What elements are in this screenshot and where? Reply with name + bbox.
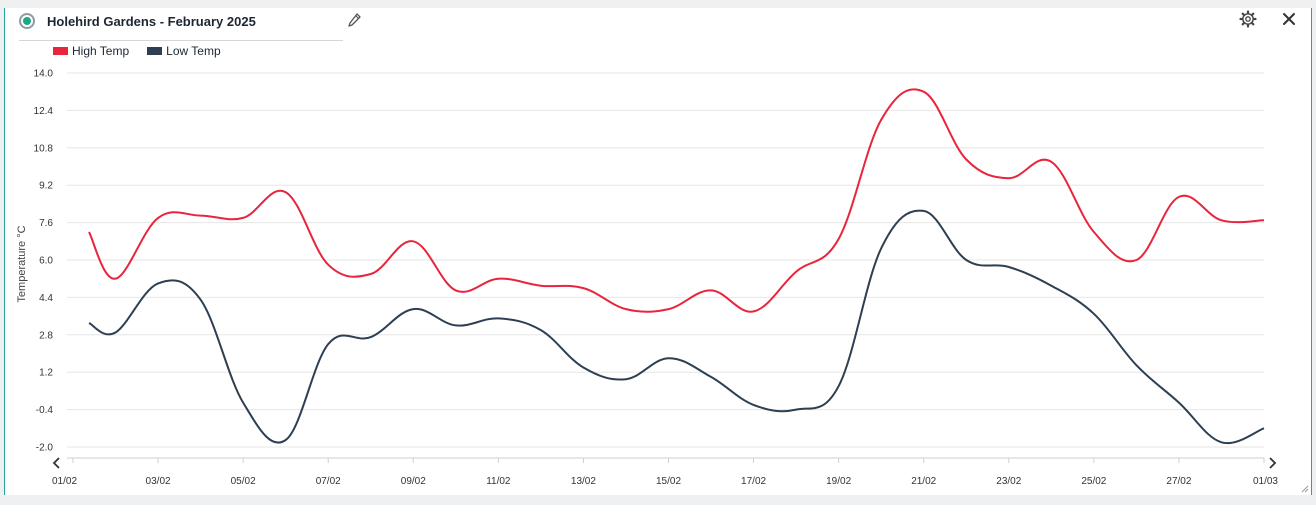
resize-grip-icon[interactable] — [1301, 485, 1309, 493]
close-icon[interactable] — [1280, 10, 1298, 28]
x-tick-label: 01/03 — [1253, 476, 1278, 487]
y-tick-label: 12.4 — [34, 106, 54, 117]
y-tick-label: 9.2 — [39, 181, 53, 192]
y-tick-label: -2.0 — [36, 443, 54, 454]
chart-legend: High Temp Low Temp — [53, 43, 239, 59]
x-tick-label: 25/02 — [1081, 476, 1106, 487]
x-tick-label: 01/02 — [52, 476, 77, 487]
x-tick-label: 09/02 — [401, 476, 426, 487]
y-tick-label: 4.4 — [39, 293, 53, 304]
x-tick-label: 03/02 — [146, 476, 171, 487]
low-temp-series-line — [88, 209, 1265, 445]
y-tick-label: 14.0 — [34, 69, 54, 80]
y-tick-label: 7.6 — [39, 218, 53, 229]
page-title: Holehird Gardens - February 2025 — [47, 14, 256, 29]
status-indicator-icon[interactable] — [19, 13, 35, 29]
chevron-left-icon[interactable] — [52, 457, 60, 469]
y-tick-label: -0.4 — [36, 405, 54, 416]
legend-swatch-low — [147, 47, 163, 55]
x-tick-label: 19/02 — [826, 476, 851, 487]
y-tick-label: 6.0 — [39, 256, 53, 267]
legend-label-low: Low Temp — [166, 44, 221, 58]
x-tick-label: 23/02 — [996, 476, 1021, 487]
legend-label-high: High Temp — [72, 44, 130, 58]
y-tick-label: 1.2 — [39, 368, 53, 379]
high-temp-series-line — [88, 88, 1265, 313]
x-tick-label: 11/02 — [486, 476, 511, 487]
legend-item-low[interactable]: Low Temp — [147, 44, 221, 58]
x-tick-label: 27/02 — [1166, 476, 1191, 487]
x-tick-label: 15/02 — [656, 476, 681, 487]
legend-swatch-high — [53, 47, 68, 55]
chart-panel: Holehird Gardens - February 2025 High Te… — [4, 8, 1312, 495]
title-bar: Holehird Gardens - February 2025 — [19, 10, 343, 41]
x-tick-label: 05/02 — [231, 476, 256, 487]
x-tick-label: 17/02 — [741, 476, 766, 487]
gear-icon[interactable] — [1238, 9, 1258, 29]
x-tick-label: 21/02 — [911, 476, 936, 487]
y-tick-label: 2.8 — [39, 330, 53, 341]
legend-item-high[interactable]: High Temp — [53, 44, 129, 58]
chevron-right-icon[interactable] — [1269, 457, 1277, 469]
x-tick-label: 07/02 — [316, 476, 341, 487]
pencil-icon[interactable] — [346, 12, 362, 28]
y-tick-label: 10.8 — [34, 143, 54, 154]
x-tick-label: 13/02 — [571, 476, 596, 487]
